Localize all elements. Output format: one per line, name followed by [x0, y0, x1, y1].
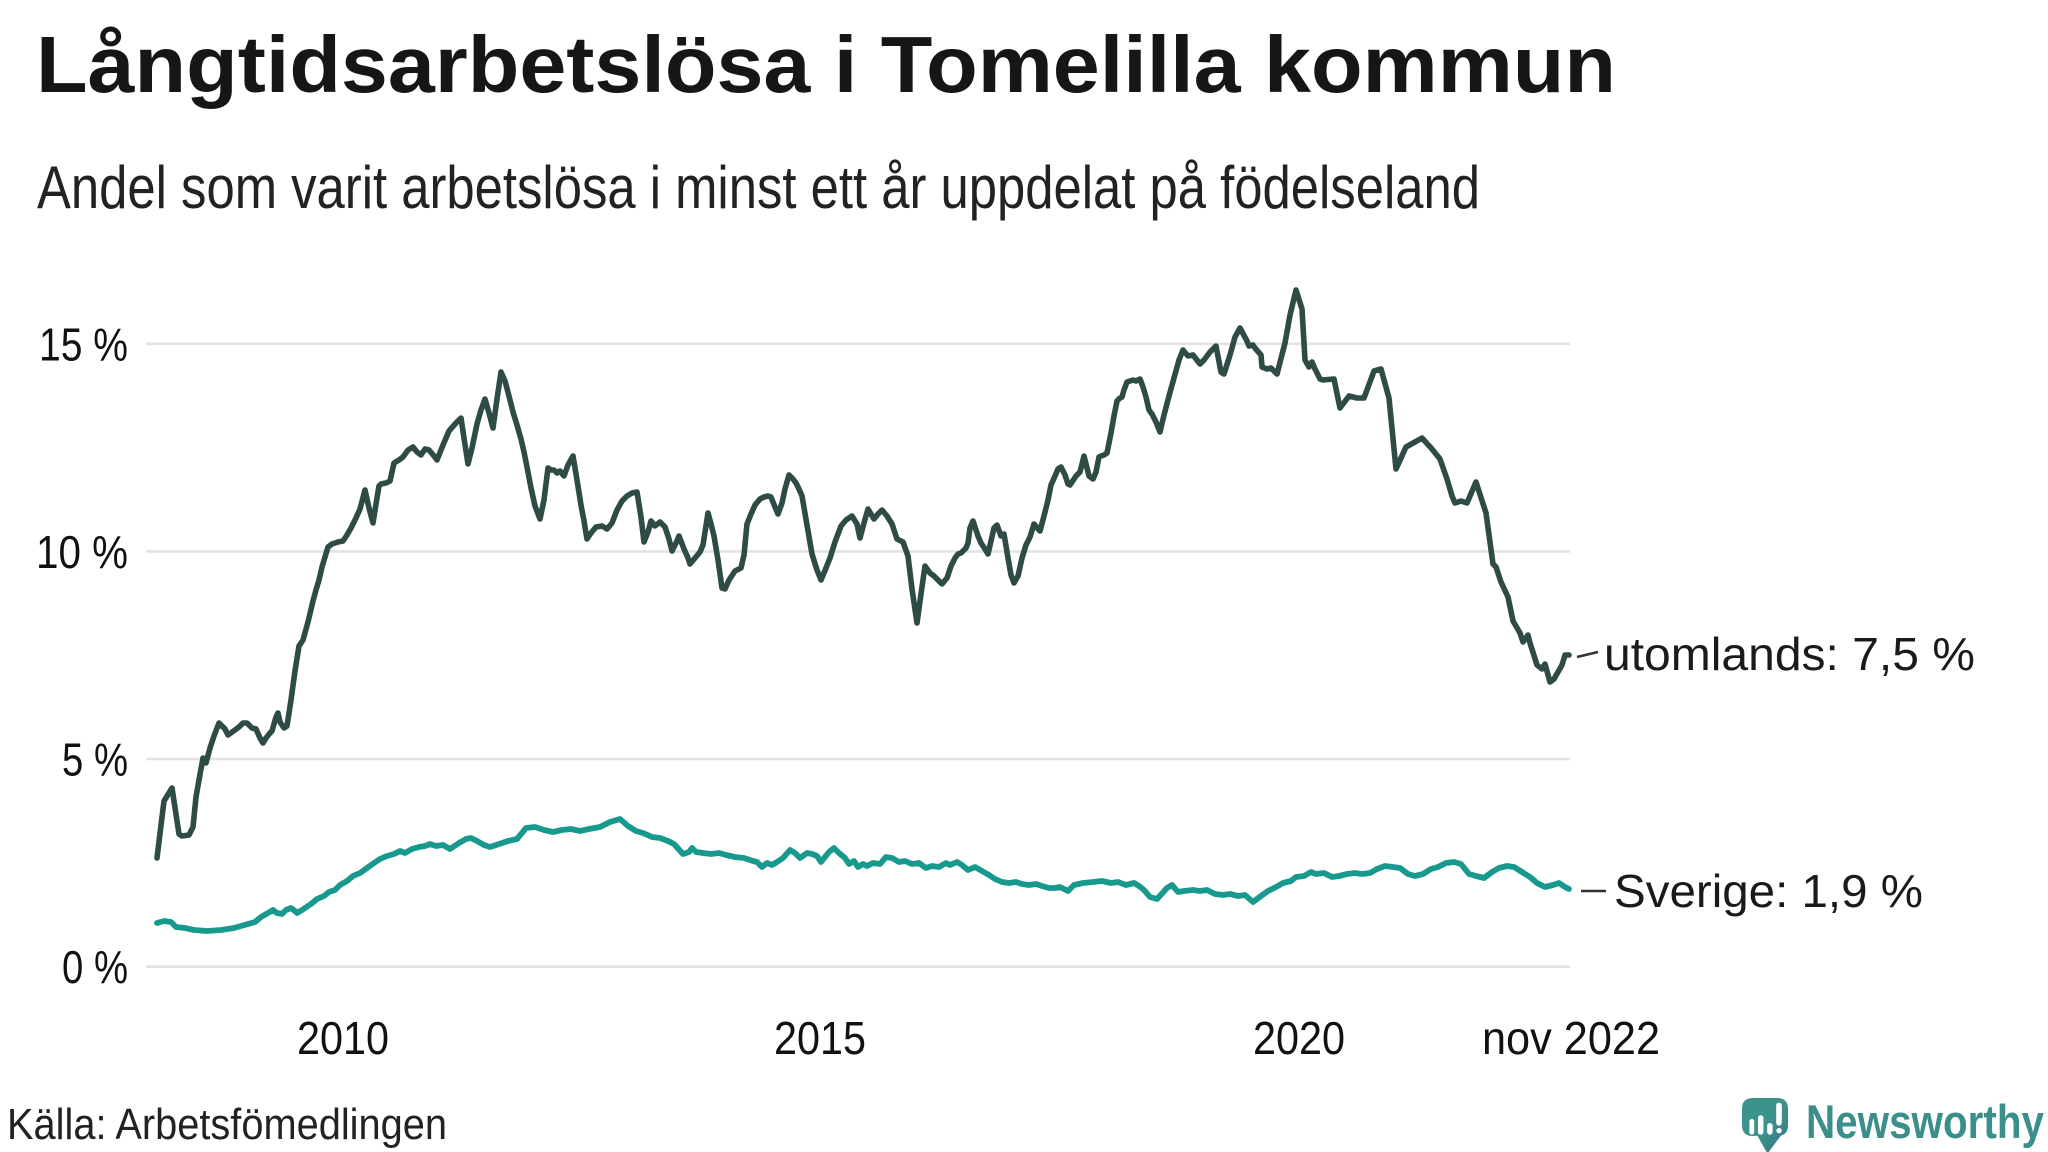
- svg-text:Sverige: 1,9 %: Sverige: 1,9 %: [1614, 865, 1923, 917]
- svg-text:Långtidsarbetslösa i Tomelilla: Långtidsarbetslösa i Tomelilla kommun: [36, 20, 1616, 109]
- svg-text:nov 2022: nov 2022: [1482, 1012, 1660, 1064]
- svg-text:0 %: 0 %: [62, 941, 128, 993]
- svg-text:Källa: Arbetsfömedlingen: Källa: Arbetsfömedlingen: [7, 1100, 447, 1149]
- svg-text:15 %: 15 %: [39, 318, 128, 370]
- svg-text:2010: 2010: [297, 1012, 389, 1064]
- svg-text:10 %: 10 %: [36, 526, 128, 578]
- svg-text:Andel som varit arbetslösa i m: Andel som varit arbetslösa i minst ett å…: [37, 154, 1480, 221]
- svg-text:utomlands: 7,5 %: utomlands: 7,5 %: [1604, 628, 1975, 680]
- svg-text:5 %: 5 %: [62, 734, 128, 786]
- svg-text:2015: 2015: [774, 1012, 866, 1064]
- svg-text:Newsworthy: Newsworthy: [1806, 1095, 2044, 1148]
- svg-text:2020: 2020: [1253, 1012, 1345, 1064]
